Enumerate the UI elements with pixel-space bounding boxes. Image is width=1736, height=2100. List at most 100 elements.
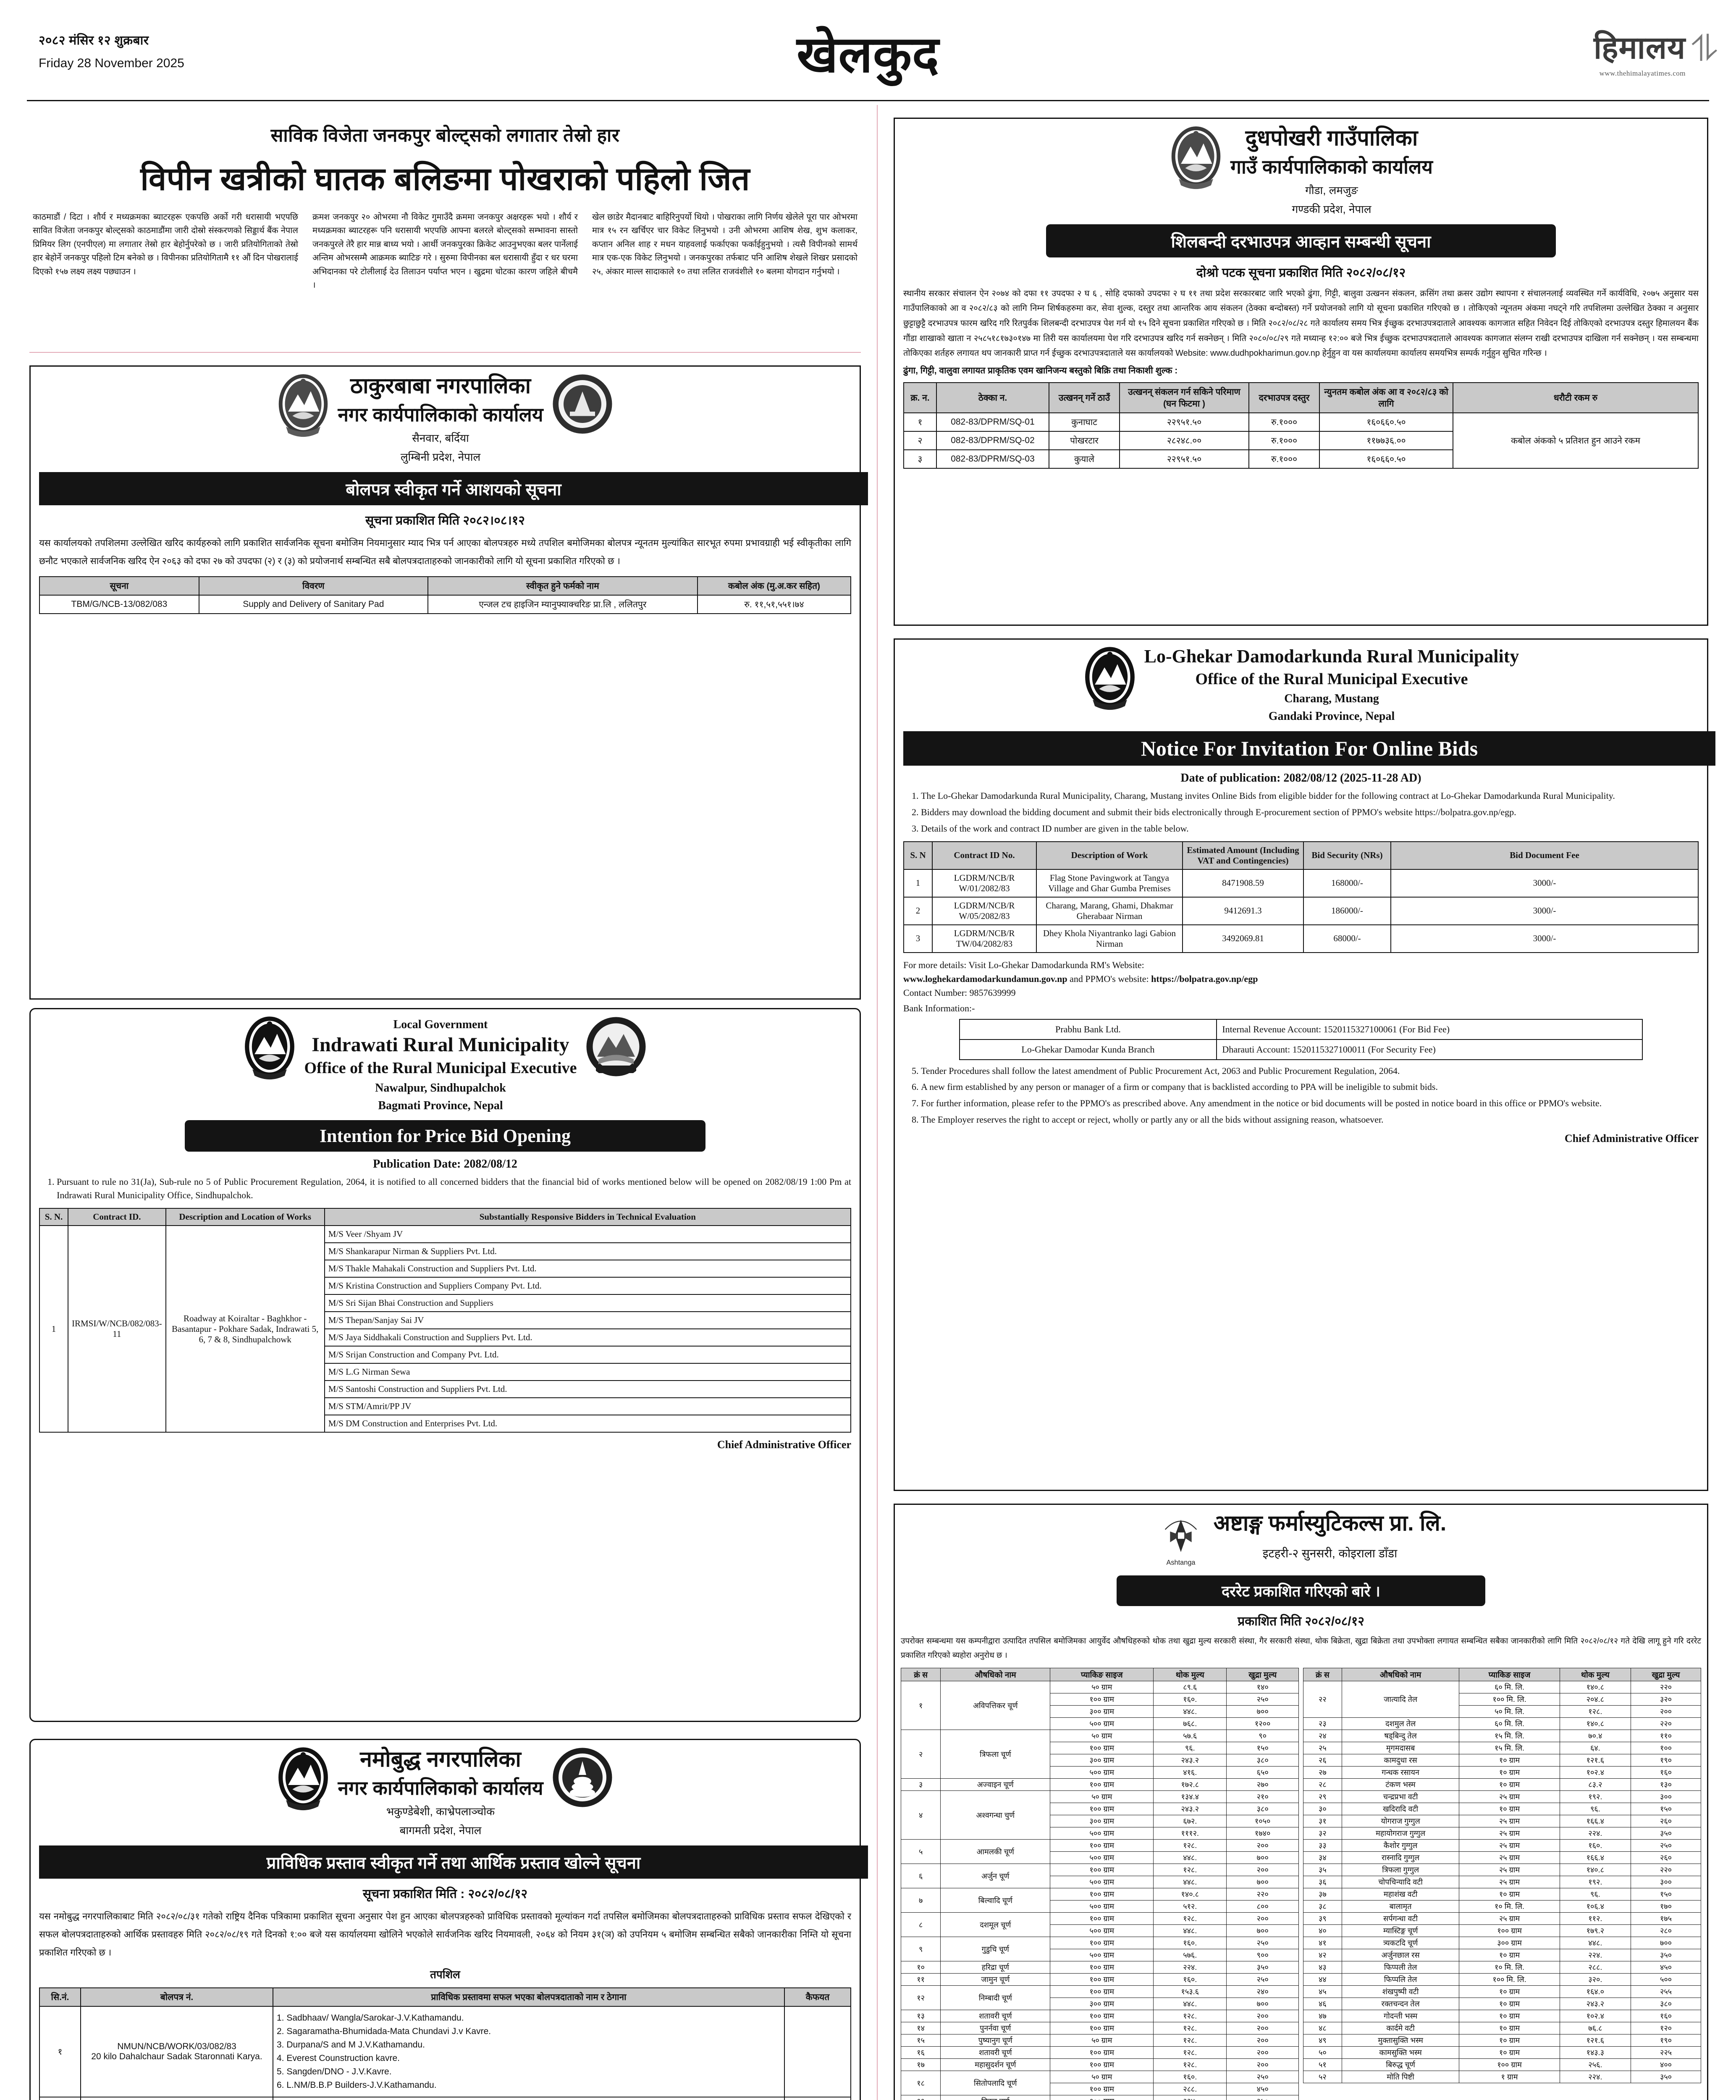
table-row: २५ मृगमदासब १५ मि. लि. ६४. १०० (1303, 1742, 1701, 1755)
cell-wholesale-price: ५७.६ (1153, 1730, 1227, 1743)
cell-wholesale-price: २४३.२ (1153, 1803, 1227, 1816)
cell-5: १६०६६०.५० (1319, 449, 1453, 469)
cell-0: 3 (903, 924, 933, 953)
cell-wholesale-price: १९२. (1559, 1790, 1631, 1803)
table-row: M/S Shankarapur Nirman & Suppliers Pvt. … (39, 1242, 852, 1261)
cell-bidder: M/S Thakle Mahakali Construction and Sup… (324, 1260, 852, 1278)
table-row: ३०० ग्राम ६७२. १०५० (901, 1815, 1299, 1828)
cell-wholesale-price: ९६. (1153, 1742, 1227, 1755)
cell-medicine-name: रक्तचन्दन तेल (1341, 1998, 1460, 2011)
ashtanga-price-table-right: क्रं स औषधिको नाम प्याकिङ साइज थोक मुल्य खुद… (1303, 1668, 1701, 2084)
cell-pack-size: १०० ग्राम (1050, 2083, 1154, 2096)
th-bid-security: Bid Security (NRs) (1303, 841, 1391, 870)
cell-pack-size: ५०० ग्राम (1050, 1876, 1154, 1889)
table-row: ५० मि. लि. १२८. २०० (1303, 1705, 1701, 1718)
cell-retail-price: १७० (1631, 1900, 1701, 1913)
loghekar-website-2[interactable]: https://bolpatra.gov.np/egp (1151, 973, 1258, 984)
cell-pack-size: १०० ग्राम (1050, 1803, 1154, 1816)
cell-2: Dhey Khola Niyantranko lagi Gabion Nirma… (1036, 924, 1183, 953)
cell-medicine-name: अर्जुन चूर्ण (940, 1864, 1051, 1889)
cell-pack-size: १ ग्राम (1459, 2071, 1560, 2084)
cell-retail-price: २१० (1226, 1790, 1299, 1803)
notice-indrawati: Local Government Indrawati Rural Municip… (29, 1008, 861, 1722)
th-sn: सि.नं. (39, 1987, 81, 2007)
cell-sn: ३५ (1303, 1864, 1342, 1877)
cell-retail-price: १०० (1631, 1742, 1701, 1755)
cell-retail-price: २६० (1631, 1815, 1701, 1828)
cell-1: LGDRM/NCB/R TW/04/2082/83 (932, 924, 1037, 953)
cell-5: १६०६६०.५० (1319, 412, 1453, 432)
cell-pack-size: १०० ग्राम (1050, 2058, 1154, 2071)
cell-pack-size: १०० ग्राम (1050, 1839, 1154, 1852)
cell-wholesale-price: १२८. (1153, 2058, 1227, 2071)
cell-pack-size: ५० ग्राम (1050, 1681, 1154, 1694)
cell-pack-size: १०० ग्राम (1050, 1937, 1154, 1950)
cell-retail-price: ४०० (1631, 2058, 1701, 2071)
cell-wholesale-price: १४०.८ (1559, 1864, 1631, 1877)
table-row: ८ दशमूल चूर्ण १०० ग्राम १२८. २०० (900, 1912, 1299, 1937)
cell-2: पोखरटार (1049, 430, 1120, 450)
ashtanga-address: इटहरी-२ सुनसरी, कोइराला डाँडा (1262, 1547, 1398, 1560)
table-row: १०० ग्राम २८८. ४५० (901, 2083, 1299, 2096)
table-row: M/S Srijan Construction and Company Pvt.… (39, 1346, 852, 1364)
cell-retail-price: २५० (1631, 1839, 1701, 1852)
table-row: ३९ सर्पगन्धा वटी २५ ग्राम ११२. १७५ (1303, 1912, 1701, 1925)
list-item: The Lo-Ghekar Damodarkunda Rural Municip… (921, 789, 1699, 803)
table-row: ३८ बालामृत १० मि. लि. १०६.४ १७० (1303, 1900, 1701, 1913)
namobuddha-title-bar: प्राविधिक प्रस्ताव स्वीकृत गर्ने तथा आर्… (39, 1845, 868, 1879)
th-3: थोक मुल्य (1153, 1668, 1227, 1682)
th-contract-id: Contract ID. (68, 1208, 166, 1226)
cell-wholesale-price: ४४८. (1153, 1705, 1227, 1718)
cell-medicine-name: फिप्पलि तेल (1341, 1973, 1460, 1986)
table-row: १० हरिद्रा चूर्ण १०० ग्राम २२४. ३५० (900, 1961, 1299, 1974)
list-item: 6. L.NM/B.B.P Builders-J.V.Kathamandu. (277, 2080, 437, 2090)
thakurbaba-table: सूचना विवरण स्वीकृत हुने फर्मको नाम कबोल… (39, 576, 852, 614)
cell-retail-price: ३०० (1631, 1876, 1701, 1889)
cell-retail-price: ११० (1631, 1730, 1701, 1743)
cell-retail-price: २५५ (1631, 1985, 1701, 1998)
th-0: क्रं स (900, 1668, 941, 1682)
cell-retail-price: १५० (1631, 1888, 1701, 1901)
cell-wholesale-price: २२४. (1559, 2071, 1631, 2084)
cell-sn: ५१ (1303, 2058, 1342, 2071)
th-3: थोक मुल्य (1559, 1668, 1631, 1682)
column-divider (877, 105, 878, 2100)
thakurbaba-title-bar: बोलपत्र स्वीकृत गर्ने आशयको सूचना (39, 472, 868, 505)
cell-wholesale-price: १२८. (1153, 2046, 1227, 2059)
cell-wholesale-price: १२८. (1559, 1705, 1631, 1718)
cell-pack-size: ५० मि. लि. (1459, 1705, 1560, 1718)
cell-wholesale-price: १४०.८ (1559, 1681, 1631, 1694)
loghekar-website-1[interactable]: www.loghekardamodarkundamun.gov.np (903, 973, 1067, 984)
cell-pack-size: १०० मि. लि. (1459, 1973, 1560, 1986)
cell-wholesale-price: १९२. (1559, 1876, 1631, 1889)
indrawati-signoff: Chief Administrative Officer (717, 1438, 851, 1451)
cell-3: २२९५१.५० (1119, 449, 1249, 469)
cell-bidder: M/S Shankarapur Nirman & Suppliers Pvt. … (324, 1242, 852, 1261)
cell-5: ११७७३६.०० (1319, 430, 1453, 450)
cell-pack-size: १० मि. लि. (1459, 1900, 1560, 1913)
cell-pack-size: २५ ग्राम (1459, 1876, 1560, 1889)
cell-wholesale-price: ५७६. (1153, 1949, 1227, 1962)
cell-bidder: M/S L.G Nirman Sewa (324, 1363, 852, 1381)
table-row: ३ अज्वाइन चूर्ण १०० ग्राम १७२.८ २७० (900, 1778, 1299, 1791)
date-english: Friday 28 November 2025 (39, 56, 184, 70)
cell-wholesale-price: १४३.३ (1559, 2046, 1631, 2059)
cell-retail-price: ३२० (1631, 1693, 1701, 1706)
cell-sn: २६ (1303, 1754, 1342, 1767)
cell-retail-price: १७५ (1631, 1912, 1701, 1925)
th-kabol-anka: कबोल अंक (मु.अ.कर सहित) (697, 576, 852, 596)
th-fee: दरभाउपत्र दस्तुर (1248, 382, 1320, 413)
ashtanga-title-bar: दररेट प्रकाशित गरिएको बारे । (1116, 1575, 1486, 1606)
table-row: २ 082-83/DPRM/SQ-02 पोखरटार २८२४८.०० रु.१०००… (903, 430, 1698, 450)
cell-medicine-name: गन्धक रसायन (1341, 1766, 1460, 1779)
table-row: २२ जात्यादि तेल ६० मि. लि. १४०.८ २२० (1303, 1681, 1701, 1718)
loghekar-more-details: For more details: Visit Lo-Ghekar Damoda… (903, 958, 1699, 1000)
cell-medicine-name: षड्बिन्दु तेल (1341, 1730, 1460, 1743)
bank-name-2: Lo-Ghekar Damodar Kunda Branch (959, 1039, 1217, 1060)
cell-4: 68000/- (1303, 924, 1391, 953)
cell-sn: ८ (900, 1912, 941, 1937)
cell-wholesale-price: १४०.८ (1559, 1717, 1631, 1730)
cell-pack-size: ५०० ग्राम (1050, 1766, 1154, 1779)
cell-medicine-name: मृगमदासब (1341, 1742, 1460, 1755)
cell-deposit: कबोल अंकको ५ प्रतिशत हुन आउने रकम (1453, 412, 1699, 469)
